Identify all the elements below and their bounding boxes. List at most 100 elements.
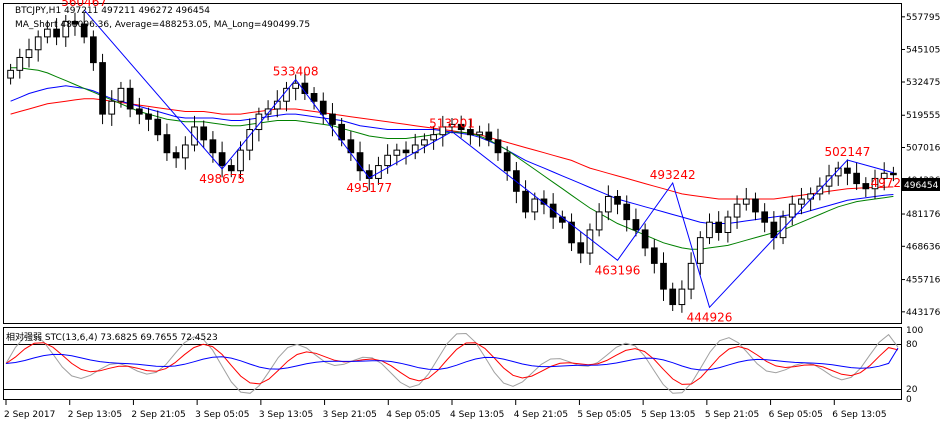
- candle-body: [439, 126, 447, 136]
- candle-body: [255, 113, 263, 131]
- candle-body: [34, 36, 42, 51]
- osc-axis-label: 0: [906, 395, 912, 405]
- stc-raw-line: [5, 332, 899, 394]
- candle-body: [724, 216, 732, 233]
- price-tick-label: 532475: [906, 78, 940, 88]
- price-tick-label: 507016: [906, 144, 941, 154]
- candle-body: [577, 242, 585, 254]
- candle-body: [191, 126, 198, 146]
- candle-body: [678, 288, 686, 306]
- stc-slow-line: [5, 347, 899, 371]
- osc-info: 相对强弱 STC(13,6,4) 73.6825 69.7655 72.4523: [6, 331, 218, 343]
- price-tick-label: 443176: [906, 308, 941, 318]
- candle-body: [71, 20, 79, 25]
- time-tick-label: 2 Sep 2017: [4, 410, 55, 420]
- current-price-badge: [902, 178, 940, 191]
- candle-body: [163, 134, 171, 154]
- candle-body: [457, 123, 465, 131]
- ma-info: MA_Short 488006.36, Average=488253.05, M…: [15, 20, 310, 30]
- zigzag: 560467 498675 533408 495177 513201 463196 4932…: [61, 0, 916, 324]
- candle-body: [540, 198, 548, 205]
- time-tick-label: 6 Sep 13:05: [832, 410, 886, 420]
- zigzag-label: 498675: [199, 172, 245, 186]
- stc-oscillator: [5, 332, 899, 394]
- time-tick-label: 3 Sep 05:05: [195, 410, 249, 420]
- candle-body: [669, 288, 677, 306]
- price-tick-label: 545105: [906, 45, 940, 55]
- candle-body: [862, 183, 870, 190]
- candle-body: [338, 123, 346, 141]
- time-tick-label: 4 Sep 05:05: [386, 410, 440, 420]
- candle-body: [687, 262, 695, 290]
- zigzag-label: 513201: [429, 117, 475, 131]
- candle-body: [200, 126, 208, 141]
- price-tick-label: 455716: [906, 276, 941, 286]
- candle-body: [126, 87, 134, 110]
- candle-body: [595, 211, 603, 231]
- candle-body: [650, 247, 658, 264]
- price-tick-label: 519555: [906, 111, 940, 121]
- candle-body: [310, 93, 318, 102]
- candle-body: [384, 154, 391, 167]
- candle-body: [62, 20, 70, 38]
- candle-body: [421, 139, 428, 146]
- candle-body: [44, 28, 51, 38]
- time-tick-label: 2 Sep 21:05: [131, 410, 185, 420]
- time-tick-label: 3 Sep 21:05: [323, 410, 377, 420]
- candle-body: [430, 134, 437, 141]
- candle-body: [117, 87, 125, 102]
- candle-body: [632, 219, 640, 231]
- candle-body: [393, 149, 401, 156]
- candle-body: [761, 211, 769, 223]
- candle-body: [844, 167, 851, 174]
- candle-body: [90, 36, 97, 64]
- candle-body: [586, 229, 594, 254]
- candle-body: [467, 129, 474, 136]
- zigzag-label: 502147: [825, 145, 871, 159]
- candle-body: [871, 177, 879, 190]
- candle-body: [531, 198, 539, 213]
- candle-body: [825, 175, 833, 187]
- candle-body: [80, 23, 88, 38]
- price-tick-label: 468636: [906, 242, 941, 252]
- time-tick-label: 6 Sep 05:05: [769, 410, 823, 420]
- candle-body: [604, 195, 612, 213]
- candle-body: [99, 62, 106, 115]
- candle-body: [706, 221, 713, 239]
- candle-body: [494, 139, 502, 154]
- candle-body: [7, 69, 14, 79]
- time-tick-label: 4 Sep 13:05: [450, 410, 504, 420]
- candle-body: [264, 108, 272, 115]
- candle-body: [696, 237, 704, 264]
- price-tick-label: 557795: [906, 13, 940, 23]
- candle-body: [53, 28, 60, 38]
- zigzag-line: [83, 9, 894, 309]
- time-tick-label: 4 Sep 21:05: [514, 410, 568, 420]
- candle-body: [890, 172, 897, 176]
- osc-panel-frame: [3, 327, 902, 400]
- zigzag-label: 533408: [273, 65, 319, 79]
- candle-body: [880, 172, 888, 179]
- candle-body: [237, 149, 244, 172]
- candle-body: [135, 108, 143, 115]
- zigzag-label: 444926: [687, 310, 733, 324]
- price-tick-label: 481176: [906, 210, 941, 220]
- candle-body: [227, 165, 235, 172]
- candle-body: [375, 165, 382, 179]
- candle-body: [641, 229, 649, 249]
- osc-axis-label: 20: [906, 385, 918, 395]
- candle-body: [779, 216, 787, 239]
- candle-body: [476, 131, 483, 136]
- candle-body: [181, 144, 189, 159]
- candle-body: [834, 167, 842, 177]
- candle-body: [715, 221, 723, 233]
- osc-axis-label: 100: [906, 326, 923, 336]
- candle-body: [742, 198, 750, 205]
- candle-body: [145, 113, 152, 120]
- candle-body: [798, 198, 805, 205]
- candle-body: [485, 131, 493, 141]
- candle-body: [614, 195, 621, 205]
- candle-body: [209, 139, 217, 154]
